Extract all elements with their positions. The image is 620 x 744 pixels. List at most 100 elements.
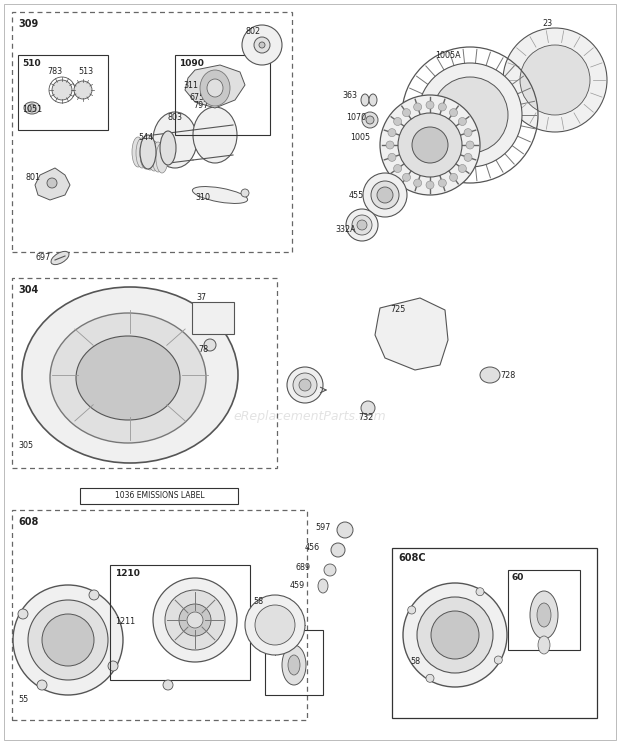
Circle shape <box>361 401 375 415</box>
Circle shape <box>179 604 211 636</box>
Circle shape <box>241 189 249 197</box>
Text: 304: 304 <box>18 285 38 295</box>
Ellipse shape <box>136 138 148 168</box>
Circle shape <box>431 611 479 659</box>
Ellipse shape <box>450 173 458 182</box>
Text: 803: 803 <box>168 114 183 123</box>
Text: 455: 455 <box>349 190 365 199</box>
Bar <box>175 55 270 135</box>
Circle shape <box>366 116 374 124</box>
Ellipse shape <box>76 336 180 420</box>
Text: 1005A: 1005A <box>435 51 461 60</box>
Ellipse shape <box>148 141 160 171</box>
Circle shape <box>426 674 434 682</box>
Bar <box>508 570 580 650</box>
Ellipse shape <box>200 70 230 106</box>
Circle shape <box>47 178 57 188</box>
Circle shape <box>74 81 92 99</box>
Ellipse shape <box>388 153 396 161</box>
Text: 801: 801 <box>26 173 41 182</box>
Ellipse shape <box>394 164 402 173</box>
Text: 1211: 1211 <box>115 618 135 626</box>
Ellipse shape <box>464 153 472 161</box>
Circle shape <box>371 181 399 209</box>
Text: 1005: 1005 <box>350 133 370 143</box>
Ellipse shape <box>388 129 396 137</box>
Text: 697: 697 <box>36 254 51 263</box>
Ellipse shape <box>537 603 551 627</box>
Circle shape <box>494 656 502 664</box>
Text: 309: 309 <box>18 19 38 29</box>
Text: 78: 78 <box>198 345 208 354</box>
Text: 1051: 1051 <box>22 106 42 115</box>
Circle shape <box>18 609 28 619</box>
Ellipse shape <box>140 135 156 169</box>
Circle shape <box>520 45 590 115</box>
Ellipse shape <box>538 636 550 654</box>
Text: 363: 363 <box>342 92 357 100</box>
Text: eReplacementParts.com: eReplacementParts.com <box>234 410 386 423</box>
Circle shape <box>52 80 72 100</box>
Ellipse shape <box>369 94 377 106</box>
Ellipse shape <box>414 103 422 111</box>
Circle shape <box>377 187 393 203</box>
Circle shape <box>28 600 108 680</box>
Text: 725: 725 <box>390 306 405 315</box>
Text: 60: 60 <box>512 574 525 583</box>
Ellipse shape <box>394 118 402 126</box>
Circle shape <box>42 614 94 666</box>
Text: 597: 597 <box>315 524 330 533</box>
Bar <box>80 488 238 504</box>
Text: 459: 459 <box>290 580 305 589</box>
Ellipse shape <box>464 129 472 137</box>
Circle shape <box>255 605 295 645</box>
Circle shape <box>417 597 493 673</box>
Bar <box>12 12 292 252</box>
Text: 1070: 1070 <box>346 114 366 123</box>
Ellipse shape <box>361 94 369 106</box>
Text: 608C: 608C <box>398 553 425 563</box>
Circle shape <box>403 583 507 687</box>
Circle shape <box>259 42 265 48</box>
Text: 732: 732 <box>358 414 373 423</box>
Bar <box>12 278 277 468</box>
Ellipse shape <box>426 101 434 109</box>
Polygon shape <box>35 168 70 200</box>
Circle shape <box>337 522 353 538</box>
Text: 311: 311 <box>183 82 198 91</box>
Text: 456: 456 <box>305 544 320 553</box>
Ellipse shape <box>318 579 328 593</box>
Ellipse shape <box>282 645 306 685</box>
Circle shape <box>380 95 480 195</box>
Ellipse shape <box>193 107 237 163</box>
Circle shape <box>299 379 311 391</box>
Circle shape <box>352 215 372 235</box>
Text: 1090: 1090 <box>179 60 204 68</box>
Circle shape <box>28 104 36 112</box>
Ellipse shape <box>152 142 164 172</box>
Ellipse shape <box>22 287 238 463</box>
Circle shape <box>89 590 99 600</box>
Circle shape <box>357 220 367 230</box>
Circle shape <box>153 578 237 662</box>
Circle shape <box>346 209 378 241</box>
Circle shape <box>165 590 225 650</box>
Text: 305: 305 <box>18 440 33 449</box>
Ellipse shape <box>466 141 474 149</box>
Ellipse shape <box>480 367 500 383</box>
Ellipse shape <box>402 109 410 117</box>
Circle shape <box>398 113 462 177</box>
Circle shape <box>476 588 484 596</box>
Circle shape <box>287 367 323 403</box>
Circle shape <box>204 339 216 351</box>
Ellipse shape <box>144 140 156 170</box>
Text: 37: 37 <box>196 293 206 303</box>
Ellipse shape <box>156 143 168 173</box>
Text: 1210: 1210 <box>115 569 140 579</box>
Ellipse shape <box>160 131 176 165</box>
Circle shape <box>408 606 415 614</box>
Circle shape <box>418 63 522 167</box>
Ellipse shape <box>414 179 422 187</box>
Text: 608: 608 <box>18 517 38 527</box>
Text: 1036 EMISSIONS LABEL: 1036 EMISSIONS LABEL <box>115 492 205 501</box>
